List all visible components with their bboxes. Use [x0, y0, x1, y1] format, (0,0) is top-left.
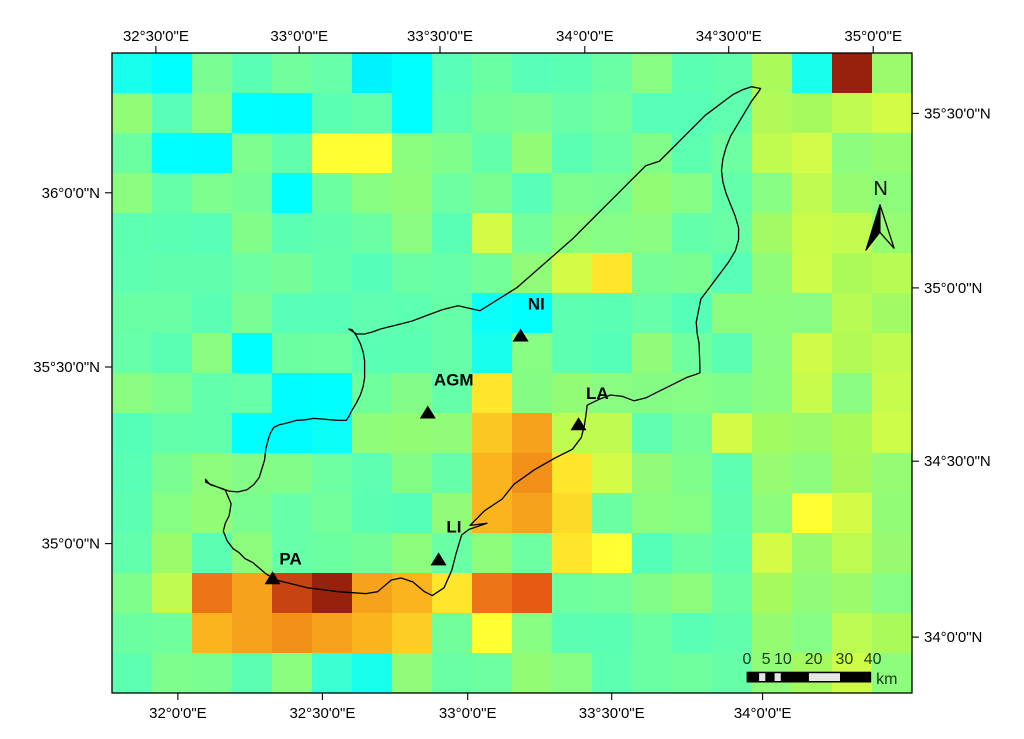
svg-text:34°0'0"N: 34°0'0"N — [924, 629, 982, 646]
svg-text:40: 40 — [864, 651, 882, 668]
svg-text:20: 20 — [805, 651, 823, 668]
svg-text:35°0'0"E: 35°0'0"E — [844, 28, 902, 45]
svg-text:33°30'0"E: 33°30'0"E — [579, 705, 645, 722]
svg-text:NI: NI — [528, 294, 545, 313]
svg-text:35°0'0"N: 35°0'0"N — [42, 536, 100, 553]
svg-text:LA: LA — [586, 384, 609, 403]
svg-text:35°30'0"N: 35°30'0"N — [924, 105, 991, 122]
svg-text:30: 30 — [836, 651, 854, 668]
svg-text:AGM: AGM — [434, 371, 474, 390]
svg-text:34°30'0"E: 34°30'0"E — [696, 28, 762, 45]
svg-text:N: N — [873, 178, 887, 200]
svg-text:34°0'0"E: 34°0'0"E — [556, 28, 614, 45]
svg-text:34°0'0"E: 34°0'0"E — [734, 705, 792, 722]
svg-text:10: 10 — [774, 651, 792, 668]
svg-text:35°0'0"N: 35°0'0"N — [924, 280, 982, 297]
svg-text:32°0'0"E: 32°0'0"E — [149, 705, 207, 722]
svg-text:34°30'0"N: 34°30'0"N — [924, 453, 991, 470]
svg-text:km: km — [876, 671, 897, 688]
svg-text:32°30'0"E: 32°30'0"E — [123, 28, 189, 45]
svg-text:LI: LI — [446, 517, 461, 536]
svg-text:PA: PA — [279, 549, 301, 568]
svg-text:33°30'0"E: 33°30'0"E — [407, 28, 473, 45]
svg-text:35°30'0"N: 35°30'0"N — [33, 359, 100, 376]
svg-text:33°0'0"E: 33°0'0"E — [439, 705, 497, 722]
svg-text:36°0'0"N: 36°0'0"N — [42, 185, 100, 202]
svg-text:0: 0 — [743, 651, 752, 668]
svg-text:33°0'0"E: 33°0'0"E — [270, 28, 328, 45]
svg-text:32°30'0"E: 32°30'0"E — [289, 705, 355, 722]
svg-text:5: 5 — [762, 651, 771, 668]
